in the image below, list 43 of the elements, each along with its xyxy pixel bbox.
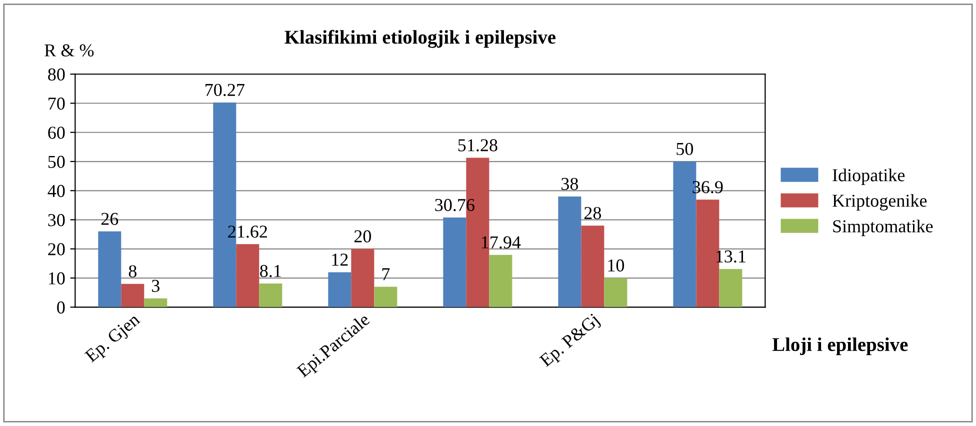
bar <box>489 254 512 308</box>
y-tick-label: 60 <box>48 126 65 139</box>
bar <box>328 272 352 308</box>
x-tick-label: Ep. Gjen <box>84 312 143 366</box>
data-label: 20 <box>354 230 372 242</box>
y-axis-title: R & % <box>44 44 94 57</box>
bar <box>604 278 628 308</box>
legend-label: Idiopatike <box>832 168 905 185</box>
data-label: 38 <box>562 178 578 190</box>
y-tick-label: 70 <box>48 98 65 110</box>
data-label: 70.27 <box>206 84 244 96</box>
bar <box>144 298 168 308</box>
data-label: 7 <box>382 268 390 280</box>
data-label: 50 <box>676 142 694 156</box>
data-label: 10 <box>608 259 624 272</box>
data-label: 3 <box>152 280 160 292</box>
bar <box>558 196 582 308</box>
y-tick-label: 50 <box>48 156 65 168</box>
x-axis-title: Lloji i epilepsive <box>772 337 908 356</box>
bar <box>374 286 398 308</box>
y-tick-label: 80 <box>48 68 65 81</box>
bar <box>121 284 144 308</box>
y-tick-label: 30 <box>48 214 65 226</box>
legend-label: Kriptogenike <box>832 194 927 211</box>
bar <box>581 226 604 308</box>
data-label: 8 <box>128 265 136 278</box>
data-label: 26 <box>101 212 118 225</box>
bar <box>351 248 374 308</box>
legend-label: Simptomatike <box>833 220 933 236</box>
y-tick-label: 20 <box>48 243 65 256</box>
bar <box>719 268 742 308</box>
bar <box>236 244 260 308</box>
data-label: 8.1 <box>260 264 281 278</box>
bar <box>443 218 466 308</box>
data-label: 28 <box>584 206 602 220</box>
y-tick-label: 10 <box>48 272 65 284</box>
bar <box>259 284 282 308</box>
bar <box>98 231 122 308</box>
chart-title: Klasifikimi etiologjik i epilepsive <box>284 30 556 48</box>
data-label: 12 <box>332 254 348 266</box>
y-tick-label: 0 <box>57 301 65 314</box>
y-tick-label: 40 <box>48 184 65 198</box>
data-label: 51.28 <box>458 139 498 152</box>
